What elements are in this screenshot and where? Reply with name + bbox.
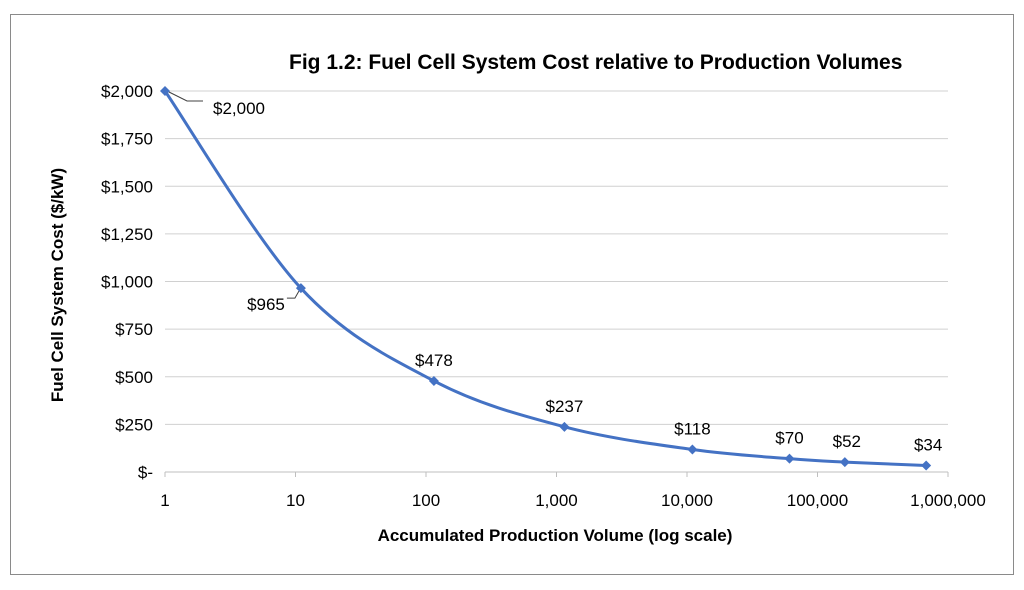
- y-tick-label: $1,000: [101, 273, 153, 292]
- data-point-marker: [160, 86, 170, 96]
- data-label-leader: [168, 91, 203, 102]
- y-tick-label: $500: [115, 368, 153, 387]
- x-axis-tick-labels: 1 10 100 1,000 10,000 100,000 1,000,000: [160, 491, 986, 510]
- y-axis-title: Fuel Cell System Cost ($/kW): [48, 168, 67, 402]
- data-label: $2,000: [213, 99, 265, 118]
- data-label: $478: [415, 351, 453, 370]
- y-tick-label: $1,750: [101, 130, 153, 149]
- data-point-marker: [839, 457, 850, 468]
- gridlines: [165, 90, 948, 425]
- x-tick-label: 1,000: [535, 491, 578, 510]
- data-label: $34: [914, 436, 942, 455]
- y-tick-label: $750: [115, 320, 153, 339]
- y-tick-label: $250: [115, 415, 153, 434]
- data-label-leader: [286, 290, 300, 299]
- chart-title: Fig 1.2: Fuel Cell System Cost relative …: [289, 51, 902, 74]
- data-point-marker: [295, 283, 306, 294]
- line-chart: Fig 1.2: Fuel Cell System Cost relative …: [48, 51, 986, 545]
- y-tick-label: $1,250: [101, 225, 153, 244]
- data-point-marker: [687, 444, 698, 455]
- data-point-marker: [784, 453, 795, 464]
- chart-frame: Fig 1.2: Fuel Cell System Cost relative …: [10, 14, 1014, 575]
- data-series: [160, 86, 932, 471]
- x-tick-label: 1: [160, 491, 169, 510]
- data-label: $52: [833, 432, 861, 451]
- x-tick-label: 1,000,000: [910, 491, 986, 510]
- data-labels: $2,000 $965 $478 $237 $118 $70 $52 $34: [168, 91, 942, 455]
- x-tick-label: 10: [286, 491, 305, 510]
- data-label: $118: [674, 420, 711, 439]
- data-label: $237: [546, 397, 584, 416]
- data-point-marker: [559, 421, 570, 432]
- y-tick-label: $2,000: [101, 82, 153, 101]
- data-point-marker: [921, 460, 932, 471]
- data-label: $70: [775, 429, 803, 448]
- x-axis-title: Accumulated Production Volume (log scale…: [378, 526, 733, 545]
- y-tick-label: $1,500: [101, 177, 153, 196]
- data-label: $965: [247, 295, 285, 314]
- axes: [164, 471, 949, 477]
- y-tick-label: $-: [138, 463, 153, 482]
- x-tick-label: 100,000: [787, 491, 848, 510]
- x-tick-label: 100: [412, 491, 440, 510]
- data-point-marker: [428, 375, 439, 386]
- y-axis-tick-labels: $- $250 $500 $750 $1,000 $1,250 $1,500 $1,750 $2…: [101, 82, 153, 482]
- x-tick-label: 10,000: [661, 491, 713, 510]
